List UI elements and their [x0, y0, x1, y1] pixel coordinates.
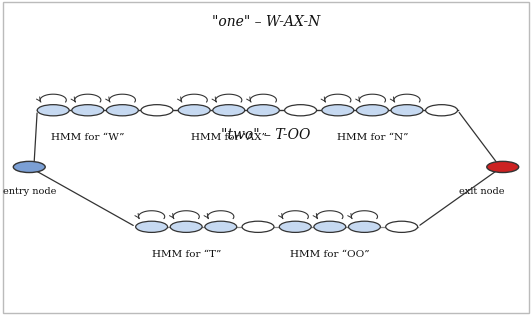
- Ellipse shape: [247, 105, 279, 116]
- Ellipse shape: [314, 221, 346, 232]
- Text: "two" – T-OO: "two" – T-OO: [221, 129, 311, 142]
- Text: HMM for “N”: HMM for “N”: [337, 133, 408, 142]
- Ellipse shape: [106, 105, 138, 116]
- Ellipse shape: [13, 161, 45, 173]
- Ellipse shape: [279, 221, 311, 232]
- Ellipse shape: [72, 105, 104, 116]
- Ellipse shape: [391, 105, 423, 116]
- Ellipse shape: [487, 161, 519, 173]
- Ellipse shape: [37, 105, 69, 116]
- Ellipse shape: [141, 105, 173, 116]
- Ellipse shape: [322, 105, 354, 116]
- Text: HMM for “AX”: HMM for “AX”: [191, 133, 267, 142]
- Ellipse shape: [136, 221, 168, 232]
- Text: entry node: entry node: [3, 187, 56, 196]
- Ellipse shape: [205, 221, 237, 232]
- Ellipse shape: [348, 221, 380, 232]
- Ellipse shape: [285, 105, 317, 116]
- Text: HMM for “OO”: HMM for “OO”: [290, 250, 370, 259]
- Ellipse shape: [426, 105, 458, 116]
- Text: HMM for “W”: HMM for “W”: [51, 133, 124, 142]
- Ellipse shape: [213, 105, 245, 116]
- Ellipse shape: [242, 221, 274, 232]
- Text: "one" – W-AX-N: "one" – W-AX-N: [212, 15, 320, 29]
- Ellipse shape: [170, 221, 202, 232]
- Text: HMM for “T”: HMM for “T”: [152, 250, 221, 259]
- Ellipse shape: [178, 105, 210, 116]
- Ellipse shape: [386, 221, 418, 232]
- Ellipse shape: [356, 105, 388, 116]
- FancyBboxPatch shape: [3, 2, 529, 313]
- Text: exit node: exit node: [459, 187, 504, 196]
